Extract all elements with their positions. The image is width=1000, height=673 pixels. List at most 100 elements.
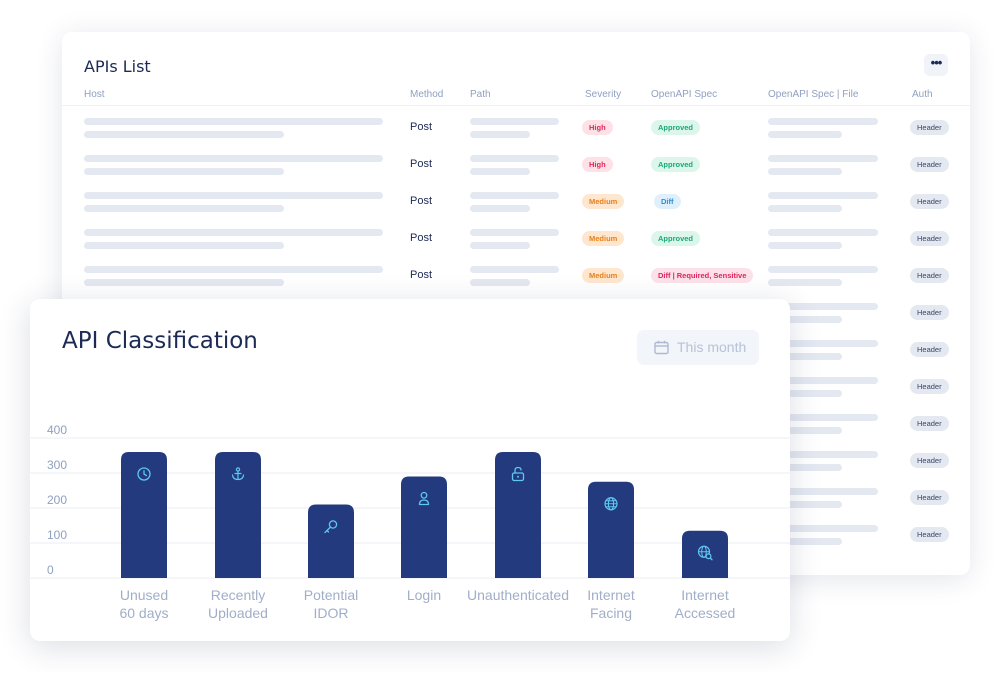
auth-badge: Header (910, 157, 949, 172)
anchor-icon (231, 467, 245, 481)
chart-title: API Classification (62, 328, 258, 354)
x-category-label: Unauthenticated (467, 587, 569, 603)
auth-badge: Header (910, 305, 949, 320)
bar[interactable] (121, 452, 167, 578)
x-category-label: Recently Uploaded (208, 587, 268, 621)
host-placeholder (84, 242, 284, 249)
host-placeholder (84, 131, 284, 138)
apis-list-title: APIs List (84, 57, 151, 76)
method-text: Post (410, 121, 433, 133)
spec-file-placeholder (768, 340, 878, 347)
spec-file-placeholder (768, 538, 842, 545)
auth-badge: Header (910, 379, 949, 394)
spec-file-placeholder (768, 279, 842, 286)
clock-icon (137, 467, 151, 481)
globe-icon (604, 497, 618, 511)
openapi-spec-badge: Approved (651, 231, 701, 246)
bar[interactable] (401, 476, 447, 579)
auth-badge: Header (910, 342, 949, 357)
column-header-method[interactable]: Method (410, 89, 444, 100)
path-placeholder (470, 131, 530, 138)
path-placeholder (470, 242, 530, 249)
path-placeholder (470, 229, 559, 236)
method-text: Post (410, 195, 433, 207)
column-header-openapi-spec-file[interactable]: OpenAPI Spec | File (768, 89, 859, 100)
severity-badge: High (582, 157, 613, 172)
y-tick-label: 400 (47, 423, 67, 437)
bar[interactable] (588, 481, 634, 578)
spec-file-placeholder (768, 353, 842, 360)
spec-file-placeholder (768, 377, 878, 384)
auth-badge: Header (910, 416, 949, 431)
bar[interactable] (215, 452, 261, 578)
column-header-openapi-spec[interactable]: OpenAPI Spec (651, 89, 718, 100)
y-tick-label: 0 (47, 563, 54, 577)
host-placeholder (84, 205, 284, 212)
host-placeholder (84, 279, 284, 286)
spec-file-placeholder (768, 168, 842, 175)
method-text: Post (410, 269, 433, 281)
severity-badge: Medium (582, 194, 625, 209)
spec-file-placeholder (768, 155, 878, 162)
spec-file-placeholder (768, 242, 842, 249)
user-icon (418, 491, 430, 506)
auth-badge: Header (910, 490, 949, 505)
period-selector-button[interactable]: This month (637, 330, 759, 365)
table-row[interactable]: Post Medium Diff | Required, Sensitive Head… (62, 260, 970, 297)
auth-badge: Header (910, 527, 949, 542)
path-placeholder (470, 118, 559, 125)
auth-badge: Header (910, 231, 949, 246)
table-row[interactable]: Post High Approved Header (62, 112, 970, 149)
path-placeholder (470, 205, 530, 212)
auth-badge: Header (910, 268, 949, 283)
key-icon (324, 520, 338, 534)
api-classification-card: API Classification This month 0 100 200 300… (30, 299, 790, 641)
openapi-spec-badge: Approved (651, 120, 701, 135)
table-row[interactable]: Post Medium Approved Header (62, 223, 970, 260)
column-header-host[interactable]: Host (84, 89, 105, 100)
x-category-label: Internet Accessed (675, 587, 736, 621)
spec-file-placeholder (768, 488, 878, 495)
x-category-label: Unused 60 days (119, 587, 168, 621)
auth-badge: Header (910, 453, 949, 468)
host-placeholder (84, 118, 383, 125)
path-placeholder (470, 168, 530, 175)
spec-file-placeholder (768, 414, 878, 421)
column-header-severity[interactable]: Severity (585, 89, 622, 100)
severity-badge: Medium (582, 231, 625, 246)
auth-badge: Header (910, 120, 949, 135)
host-placeholder (84, 155, 383, 162)
column-header-path[interactable]: Path (470, 89, 491, 100)
classification-bar-chart: 0 100 200 300 400 Unused 60 days Recently Upload… (30, 423, 790, 621)
spec-file-placeholder (768, 229, 878, 236)
y-tick-label: 200 (47, 493, 67, 507)
spec-file-placeholder (768, 451, 878, 458)
bar[interactable] (495, 452, 541, 578)
path-placeholder (470, 155, 559, 162)
spec-file-placeholder (768, 427, 842, 434)
host-placeholder (84, 266, 383, 273)
spec-file-placeholder (768, 118, 878, 125)
spec-file-placeholder (768, 131, 842, 138)
column-header-auth[interactable]: Auth (912, 89, 933, 100)
spec-file-placeholder (768, 303, 878, 310)
host-placeholder (84, 168, 284, 175)
host-placeholder (84, 192, 383, 199)
bar[interactable] (682, 530, 728, 578)
unlock-icon (511, 466, 525, 482)
method-text: Post (410, 232, 433, 244)
spec-file-placeholder (768, 390, 842, 397)
header-divider (62, 105, 970, 106)
openapi-spec-badge: Approved (651, 157, 701, 172)
path-placeholder (470, 279, 530, 286)
bar[interactable] (308, 504, 354, 579)
openapi-spec-badge: Diff | Required, Sensitive (651, 268, 754, 283)
table-row[interactable]: Post High Approved Header (62, 149, 970, 186)
auth-badge: Header (910, 194, 949, 209)
openapi-spec-badge: Diff (654, 194, 681, 209)
more-options-button[interactable]: ••• (924, 54, 948, 76)
table-row[interactable]: Post Medium Diff Header (62, 186, 970, 223)
y-tick-label: 100 (47, 528, 67, 542)
spec-file-placeholder (768, 316, 842, 323)
spec-file-placeholder (768, 205, 842, 212)
